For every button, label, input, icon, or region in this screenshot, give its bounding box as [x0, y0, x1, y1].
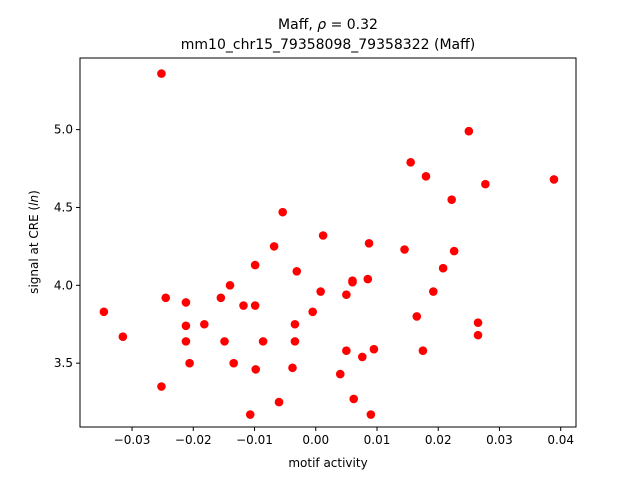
data-point — [161, 293, 171, 303]
x-tick-label: 0.03 — [486, 433, 513, 447]
data-point — [251, 365, 261, 374]
y-tick-label: 4.0 — [54, 278, 73, 292]
data-point — [245, 410, 255, 419]
data-point — [239, 301, 248, 310]
data-point — [250, 301, 260, 310]
data-point — [449, 246, 459, 256]
data-point — [229, 358, 238, 368]
data-point — [418, 346, 428, 356]
chart-title-line1: Maff, ρ = 0.32 — [278, 17, 378, 33]
data-point — [290, 319, 300, 329]
x-tick-label: 0.02 — [425, 433, 452, 447]
data-point — [481, 179, 490, 189]
data-point — [292, 267, 302, 276]
data-point — [157, 382, 166, 391]
data-point — [429, 287, 438, 296]
data-point — [250, 260, 260, 270]
data-point — [473, 330, 483, 340]
x-tick-label: −0.03 — [114, 433, 151, 447]
data-point — [369, 344, 379, 354]
y-tick-label: 4.5 — [54, 200, 73, 214]
data-point — [357, 352, 367, 362]
y-axis-label: signal at CRE (ln) — [27, 190, 41, 294]
data-point — [363, 274, 373, 284]
y-tick-label: 3.5 — [54, 356, 73, 370]
y-axis-ticks: 3.5 4.0 4.5 5.0 — [54, 123, 80, 370]
data-point — [220, 337, 229, 346]
data-point — [185, 358, 194, 368]
x-tick-label: −0.01 — [236, 433, 273, 447]
data-point — [316, 287, 325, 296]
data-point — [99, 307, 109, 317]
data-point — [288, 363, 297, 373]
data-point — [400, 245, 409, 254]
data-point — [464, 126, 474, 136]
data-point — [225, 281, 235, 290]
data-point — [349, 394, 359, 404]
data-point — [181, 298, 191, 307]
x-tick-label: 0.04 — [547, 433, 574, 447]
data-point — [366, 410, 376, 419]
data-point — [118, 332, 128, 341]
x-axis-label: motif activity — [288, 456, 367, 470]
data-point — [157, 69, 166, 78]
data-point — [348, 277, 357, 287]
data-point — [318, 231, 328, 240]
data-point — [335, 369, 345, 379]
x-tick-label: 0.00 — [302, 433, 329, 447]
data-point — [308, 307, 317, 317]
data-point — [258, 337, 268, 346]
chart-title-line2: mm10_chr15_79358098_79358322 (Maff) — [181, 37, 475, 53]
x-tick-label: 0.01 — [364, 433, 391, 447]
data-point — [269, 242, 279, 251]
x-tick-label: −0.02 — [175, 433, 212, 447]
data-point — [278, 207, 287, 217]
data-point — [447, 195, 456, 204]
data-point — [473, 318, 483, 327]
data-point — [412, 312, 422, 321]
data-point — [342, 346, 351, 356]
data-point — [364, 238, 374, 248]
data-point — [342, 290, 351, 299]
data-point — [549, 175, 559, 184]
x-axis-ticks: −0.03 −0.02 −0.01 0.00 0.01 0.02 0.03 0.04 — [114, 427, 574, 447]
data-point — [274, 397, 284, 407]
data-point — [421, 172, 431, 181]
data-point — [181, 321, 191, 331]
data-point — [290, 337, 300, 346]
y-tick-label: 5.0 — [54, 123, 73, 137]
data-point — [438, 263, 448, 273]
data-point — [200, 319, 209, 329]
data-point — [406, 158, 415, 167]
data-point — [181, 337, 191, 346]
data-points — [99, 69, 559, 419]
data-point — [216, 293, 226, 303]
plot-area-frame — [79, 57, 577, 428]
